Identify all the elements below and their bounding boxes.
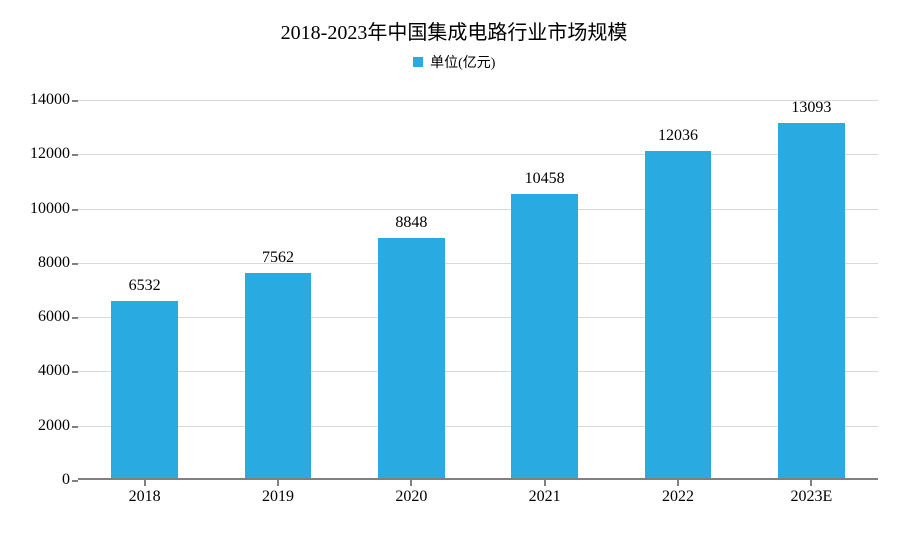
- ytick-label: 12000: [30, 145, 70, 163]
- gridline: [78, 209, 878, 210]
- ytick-mark: [72, 371, 78, 373]
- ytick-mark: [72, 209, 78, 211]
- bar: 8848: [378, 238, 445, 478]
- gridline: [78, 426, 878, 427]
- xtick-label: 2023E: [790, 488, 832, 506]
- xtick-mark: [544, 480, 546, 486]
- gridline: [78, 317, 878, 318]
- xtick-label: 2021: [529, 488, 561, 506]
- ytick-mark: [72, 100, 78, 102]
- ytick-mark: [72, 480, 78, 482]
- plot-area: 0200040006000800010000120001400065322018…: [78, 100, 878, 480]
- xtick-mark: [144, 480, 146, 486]
- ytick-mark: [72, 426, 78, 428]
- bar-value-label: 6532: [129, 277, 161, 295]
- ytick-mark: [72, 263, 78, 265]
- bar: 7562: [245, 273, 312, 478]
- bar: 10458: [511, 194, 578, 478]
- chart-legend: 单位(亿元): [0, 52, 908, 72]
- gridline: [78, 263, 878, 264]
- xtick-label: 2022: [662, 488, 694, 506]
- bar-value-label: 8848: [395, 214, 427, 232]
- ytick-label: 10000: [30, 200, 70, 218]
- xtick-mark: [810, 480, 812, 486]
- xtick-label: 2020: [395, 488, 427, 506]
- gridline: [78, 100, 878, 101]
- legend-swatch: [413, 57, 423, 67]
- bar-value-label: 7562: [262, 249, 294, 267]
- ytick-label: 2000: [38, 417, 70, 435]
- gridline: [78, 371, 878, 372]
- xtick-label: 2018: [129, 488, 161, 506]
- ytick-label: 4000: [38, 362, 70, 380]
- bar: 13093: [778, 123, 845, 478]
- ytick-mark: [72, 317, 78, 319]
- ytick-label: 14000: [30, 91, 70, 109]
- legend-label: 单位(亿元): [430, 56, 495, 71]
- ytick-label: 8000: [38, 254, 70, 272]
- chart-title: 2018-2023年中国集成电路行业市场规模: [0, 16, 908, 45]
- ytick-label: 0: [62, 471, 70, 489]
- ytick-label: 6000: [38, 308, 70, 326]
- xtick-mark: [677, 480, 679, 486]
- xtick-mark: [410, 480, 412, 486]
- ytick-mark: [72, 154, 78, 156]
- chart-container: 2018-2023年中国集成电路行业市场规模 单位(亿元) 0200040006…: [0, 0, 908, 536]
- xtick-label: 2019: [262, 488, 294, 506]
- bar: 6532: [111, 301, 178, 478]
- bar-value-label: 12036: [658, 127, 698, 145]
- xtick-mark: [277, 480, 279, 486]
- bar-value-label: 10458: [525, 170, 565, 188]
- bar-value-label: 13093: [791, 99, 831, 117]
- bar: 12036: [645, 151, 712, 478]
- gridline: [78, 154, 878, 155]
